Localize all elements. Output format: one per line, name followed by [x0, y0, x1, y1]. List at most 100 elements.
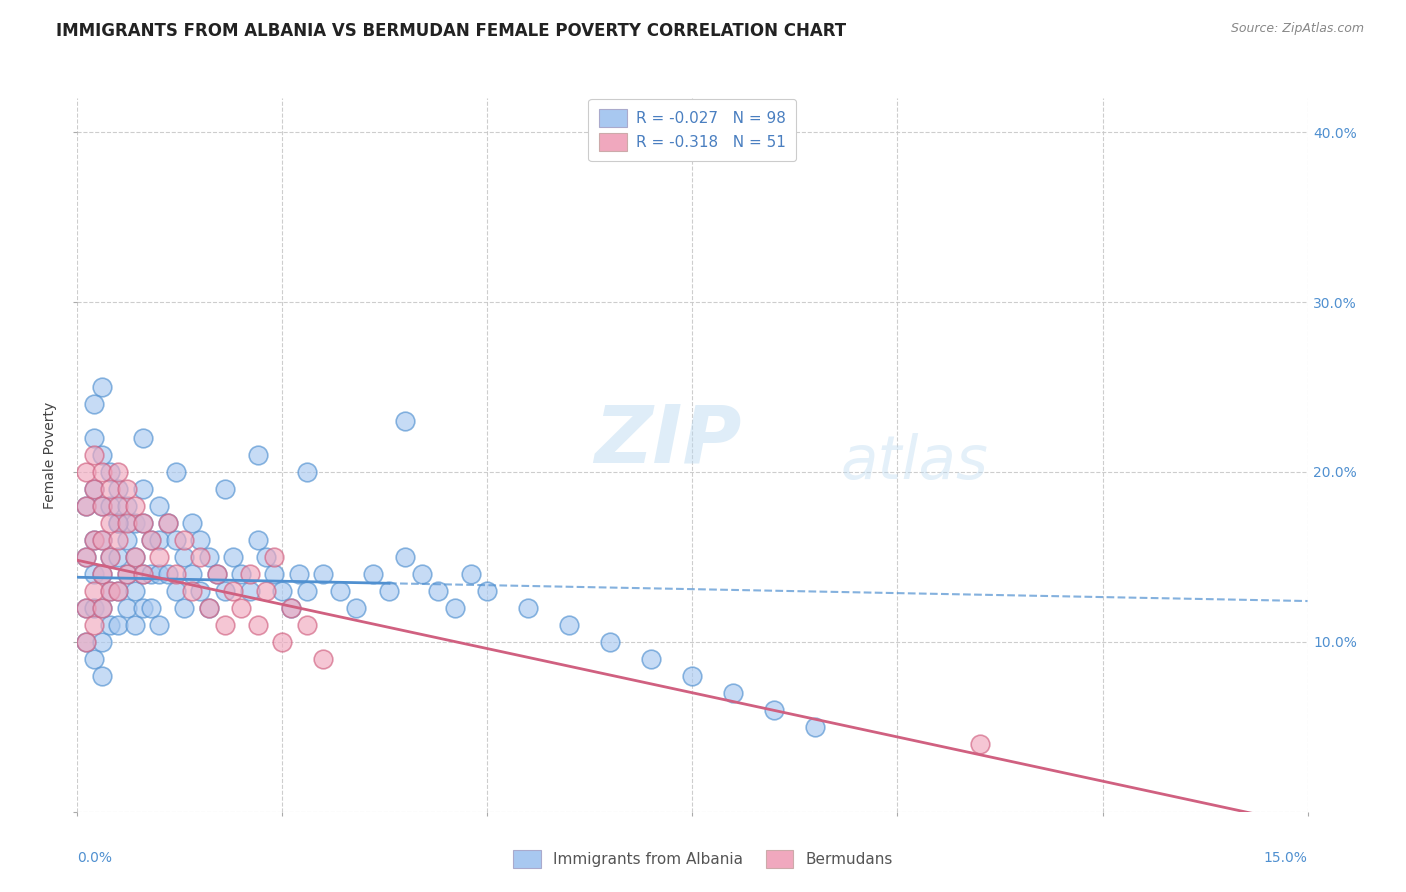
- Point: [599, 635, 621, 649]
- Point: [239, 566, 262, 581]
- Point: [165, 566, 187, 581]
- Point: [427, 583, 450, 598]
- Text: IMMIGRANTS FROM ALBANIA VS BERMUDAN FEMALE POVERTY CORRELATION CHART: IMMIGRANTS FROM ALBANIA VS BERMUDAN FEMA…: [56, 22, 846, 40]
- Legend: Immigrants from Albania, Bermudans: Immigrants from Albania, Bermudans: [501, 838, 905, 880]
- Point: [205, 566, 228, 581]
- Point: [141, 566, 163, 581]
- Point: [132, 516, 155, 530]
- Point: [75, 549, 97, 564]
- Point: [197, 600, 219, 615]
- Point: [148, 617, 170, 632]
- Point: [115, 482, 138, 496]
- Text: 0.0%: 0.0%: [77, 851, 112, 865]
- Point: [83, 652, 105, 666]
- Text: ZIP: ZIP: [595, 401, 741, 480]
- Point: [181, 583, 204, 598]
- Point: [90, 380, 114, 394]
- Point: [148, 549, 170, 564]
- Point: [98, 617, 121, 632]
- Point: [124, 549, 146, 564]
- Point: [75, 499, 97, 513]
- Point: [271, 635, 294, 649]
- Point: [75, 499, 97, 513]
- Point: [222, 549, 245, 564]
- Point: [460, 566, 482, 581]
- Point: [83, 533, 105, 547]
- Point: [271, 583, 294, 598]
- Point: [181, 516, 204, 530]
- Point: [763, 703, 786, 717]
- Point: [90, 499, 114, 513]
- Point: [83, 617, 105, 632]
- Point: [254, 583, 277, 598]
- Point: [214, 617, 236, 632]
- Point: [141, 533, 163, 547]
- Point: [378, 583, 401, 598]
- Point: [231, 566, 253, 581]
- Point: [124, 516, 146, 530]
- Point: [443, 600, 465, 615]
- Point: [90, 448, 114, 462]
- Point: [107, 617, 129, 632]
- Point: [98, 482, 121, 496]
- Point: [90, 499, 114, 513]
- Point: [107, 465, 129, 479]
- Point: [156, 516, 179, 530]
- Point: [246, 448, 269, 462]
- Point: [90, 566, 114, 581]
- Point: [124, 583, 146, 598]
- Point: [197, 600, 219, 615]
- Point: [83, 431, 105, 445]
- Point: [239, 583, 262, 598]
- Point: [83, 533, 105, 547]
- Point: [295, 583, 318, 598]
- Point: [107, 482, 129, 496]
- Point: [98, 465, 121, 479]
- Point: [148, 566, 170, 581]
- Point: [75, 549, 97, 564]
- Point: [132, 600, 155, 615]
- Point: [98, 549, 121, 564]
- Point: [246, 533, 269, 547]
- Point: [107, 583, 129, 598]
- Point: [477, 583, 499, 598]
- Point: [141, 533, 163, 547]
- Point: [165, 533, 187, 547]
- Point: [98, 499, 121, 513]
- Point: [181, 566, 204, 581]
- Point: [124, 617, 146, 632]
- Point: [295, 465, 318, 479]
- Point: [723, 686, 745, 700]
- Point: [682, 669, 704, 683]
- Point: [90, 533, 114, 547]
- Point: [197, 549, 219, 564]
- Point: [98, 583, 121, 598]
- Point: [83, 583, 105, 598]
- Point: [173, 549, 195, 564]
- Point: [214, 482, 236, 496]
- Point: [107, 516, 129, 530]
- Point: [288, 566, 311, 581]
- Point: [246, 617, 269, 632]
- Point: [148, 499, 170, 513]
- Point: [165, 583, 187, 598]
- Point: [132, 566, 155, 581]
- Point: [361, 566, 384, 581]
- Point: [115, 600, 138, 615]
- Point: [148, 533, 170, 547]
- Point: [263, 566, 285, 581]
- Point: [90, 600, 114, 615]
- Point: [558, 617, 581, 632]
- Point: [132, 482, 155, 496]
- Point: [156, 516, 179, 530]
- Point: [124, 499, 146, 513]
- Point: [107, 516, 129, 530]
- Point: [75, 635, 97, 649]
- Point: [188, 583, 212, 598]
- Point: [124, 549, 146, 564]
- Point: [90, 635, 114, 649]
- Point: [804, 720, 827, 734]
- Text: atlas: atlas: [841, 433, 988, 491]
- Point: [83, 397, 105, 411]
- Point: [75, 635, 97, 649]
